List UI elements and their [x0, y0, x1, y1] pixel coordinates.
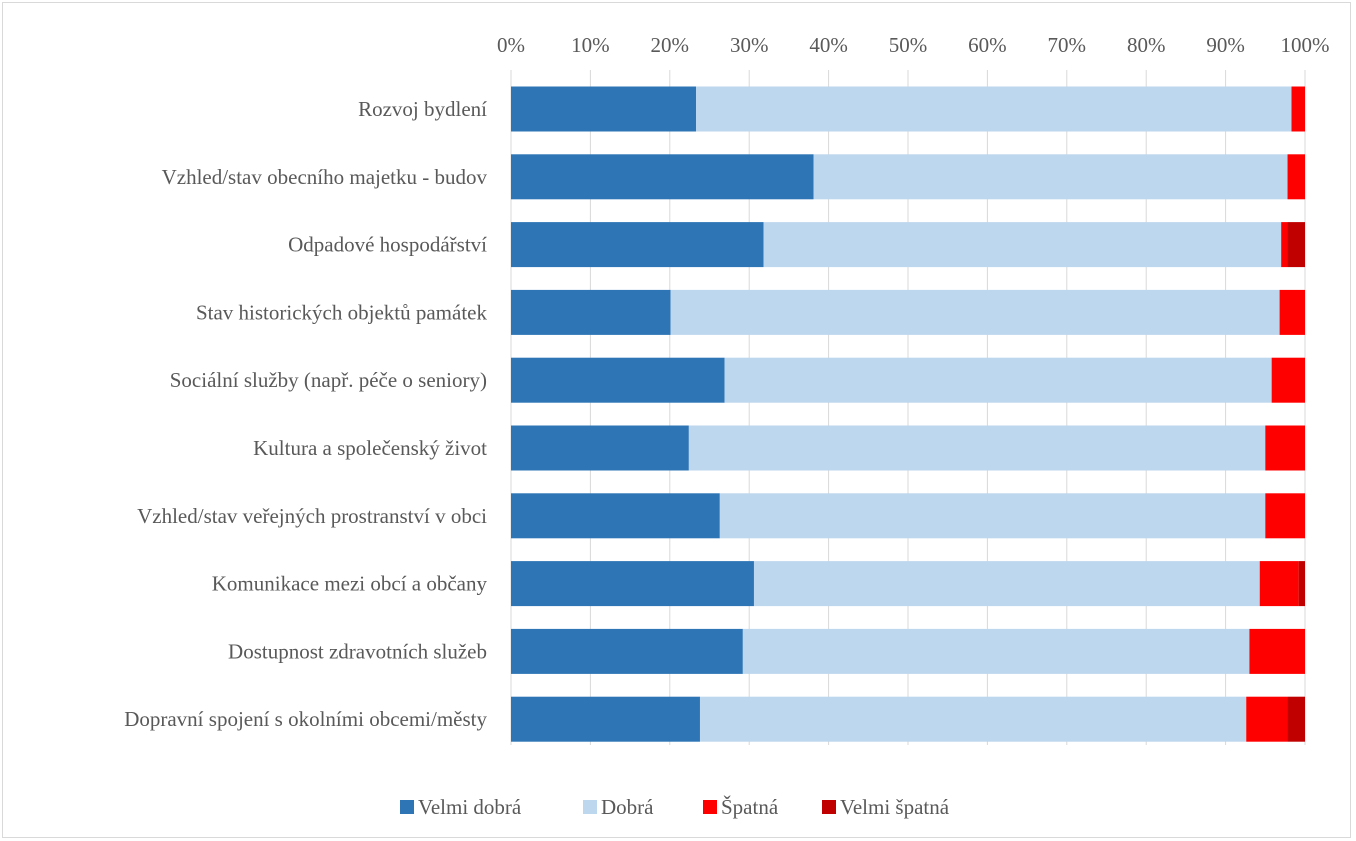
- legend-label: Velmi špatná: [840, 795, 950, 819]
- bar-segment: [688, 425, 1266, 471]
- x-tick-label: 80%: [1127, 33, 1166, 57]
- category-label: Odpadové hospodářství: [288, 233, 487, 257]
- x-axis-ticks: 0% 10% 20% 30% 40% 50% 60% 70% 80% 90% 100%: [497, 33, 1330, 57]
- bar-segment: [1249, 628, 1305, 674]
- bar-segment: [763, 222, 1282, 268]
- x-tick-label: 0%: [497, 33, 525, 57]
- legend: Velmi dobrá Dobrá Špatná Velmi špatná: [400, 795, 950, 819]
- x-tick-label: 40%: [809, 33, 848, 57]
- bar-segment: [511, 86, 697, 132]
- bar-segment: [1265, 425, 1305, 471]
- x-tick-label: 100%: [1281, 33, 1330, 57]
- category-label: Komunikace mezi obcí a občany: [212, 572, 488, 596]
- bar-segment: [719, 493, 1266, 539]
- bar-segment: [1265, 493, 1305, 539]
- x-tick-label: 30%: [730, 33, 769, 57]
- bar-segment: [511, 561, 754, 607]
- legend-swatch: [703, 800, 717, 814]
- bar-segment: [511, 289, 671, 335]
- category-label: Vzhled/stav veřejných prostranství v obc…: [137, 504, 487, 528]
- bar-segment: [1281, 222, 1288, 268]
- x-tick-label: 20%: [651, 33, 690, 57]
- bar-segment: [1287, 222, 1305, 268]
- category-label: Rozvoj bydlení: [358, 97, 487, 121]
- bar-segment: [724, 357, 1272, 403]
- bar-segment: [511, 154, 814, 200]
- bar-segment: [813, 154, 1288, 200]
- category-label: Stav historických objektů památek: [196, 300, 488, 324]
- bars: [511, 86, 1305, 742]
- legend-swatch: [822, 800, 836, 814]
- x-tick-label: 60%: [968, 33, 1007, 57]
- bar-segment: [511, 357, 725, 403]
- legend-label: Špatná: [721, 795, 779, 819]
- bar-segment: [1259, 561, 1299, 607]
- bar-segment: [511, 425, 689, 471]
- bar-segment: [699, 696, 1247, 742]
- bar-segment: [1246, 696, 1288, 742]
- bar-segment: [511, 696, 700, 742]
- bar-segment: [670, 289, 1280, 335]
- bar-segment: [511, 222, 764, 268]
- bar-segment: [511, 628, 743, 674]
- category-label: Sociální služby (např. péče o seniory): [170, 368, 487, 392]
- category-label: Vzhled/stav obecního majetku - budov: [162, 165, 488, 189]
- bar-segment: [1279, 289, 1305, 335]
- bar-segment: [1271, 357, 1305, 403]
- bar-segment: [696, 86, 1292, 132]
- legend-label: Velmi dobrá: [418, 795, 522, 819]
- x-tick-label: 70%: [1048, 33, 1087, 57]
- x-tick-label: 90%: [1206, 33, 1245, 57]
- category-labels: Rozvoj bydlení Vzhled/stav obecního majet…: [124, 97, 487, 731]
- bar-segment: [1287, 696, 1305, 742]
- category-label: Kultura a společenský život: [253, 436, 487, 460]
- bar-segment: [753, 561, 1260, 607]
- bar-segment: [1291, 86, 1305, 132]
- legend-label: Dobrá: [601, 795, 654, 819]
- legend-swatch: [400, 800, 414, 814]
- x-tick-label: 10%: [571, 33, 610, 57]
- bar-segment: [742, 628, 1250, 674]
- x-tick-label: 50%: [889, 33, 928, 57]
- bar-segment: [511, 493, 720, 539]
- category-label: Dopravní spojení s okolními obcemi/městy: [124, 707, 487, 731]
- legend-swatch: [583, 800, 597, 814]
- bar-segment: [1298, 561, 1305, 607]
- bar-segment: [1287, 154, 1305, 200]
- category-label: Dostupnost zdravotních služeb: [228, 639, 487, 663]
